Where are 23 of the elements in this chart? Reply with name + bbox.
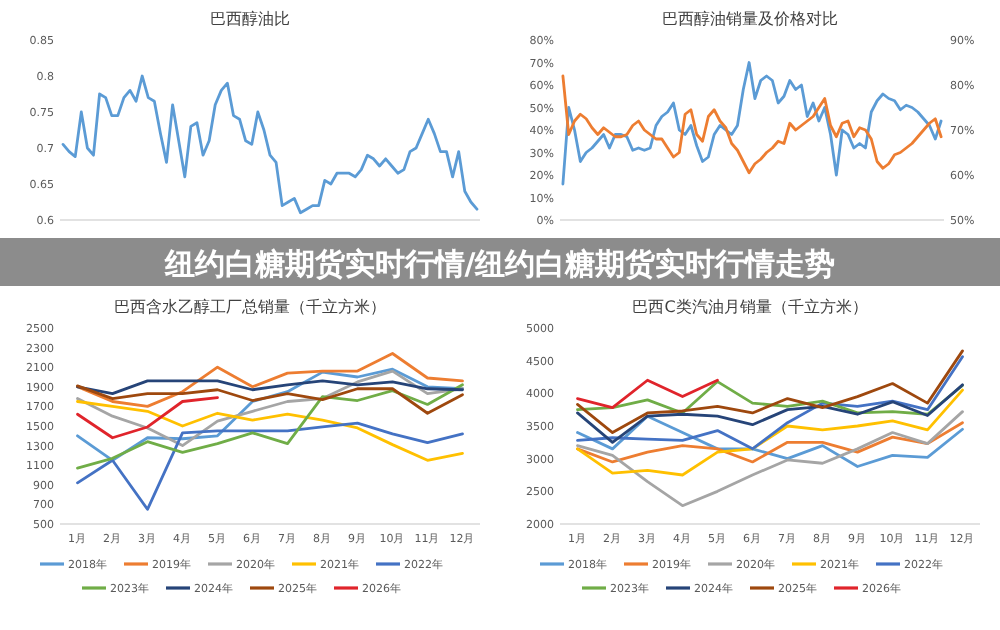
line-series [76,421,464,511]
line-series [76,369,464,447]
chart-title: 巴西醇油比 [210,10,290,28]
line-series [576,410,964,508]
line-series [61,74,479,215]
chart-title: 巴西C类汽油月销量（千立方米） [632,298,868,316]
chart-title: 巴西含水乙醇工厂总销量（千立方米） [114,298,386,316]
line-series [561,61,943,186]
line-series [76,379,464,396]
line-series [561,74,943,175]
line-series [576,355,964,451]
line-series [576,388,964,477]
line-series [76,383,464,470]
text: 纽约白糖期货实时行情/纽约白糖期货实时行情走势 [162,246,836,282]
line-series [76,352,464,408]
chart-title: 巴西醇油销量及价格对比 [662,10,838,28]
line-series [576,383,964,444]
line-series [76,396,219,440]
line-series [576,378,719,410]
line-series [576,349,964,434]
line-series [576,380,964,416]
line-series [76,400,464,462]
line-series [76,384,464,415]
